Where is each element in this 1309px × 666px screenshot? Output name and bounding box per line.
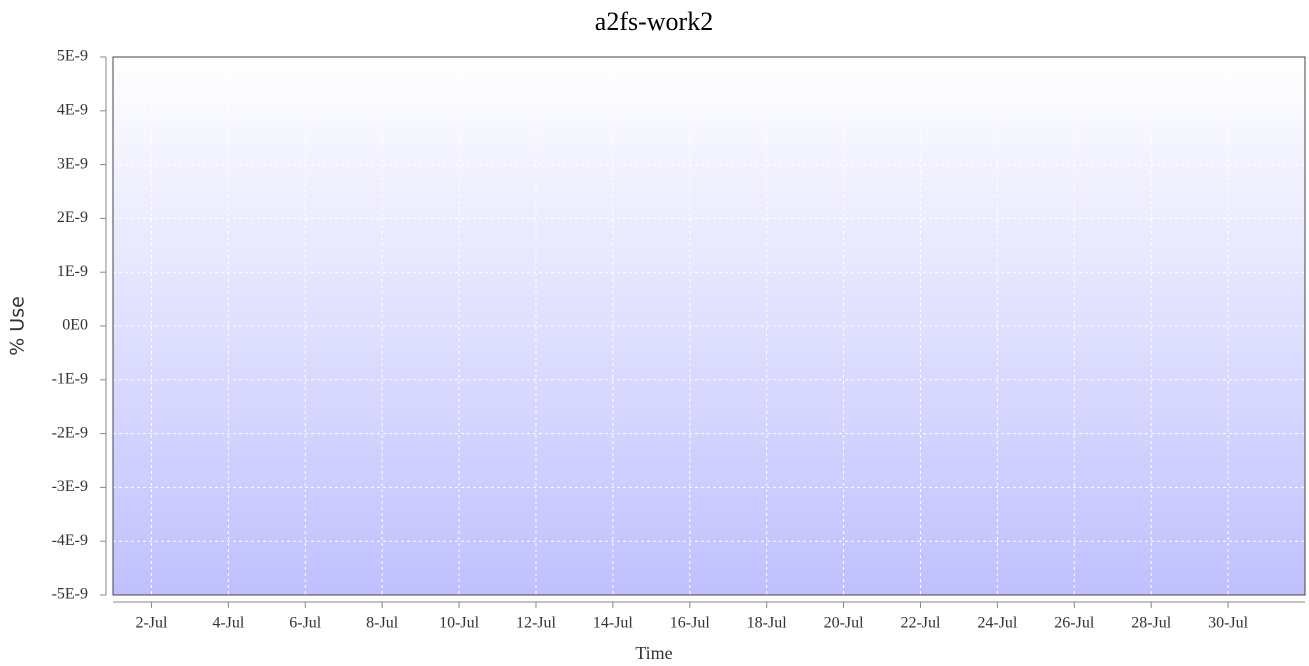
x-tick-label: 30-Jul [1208, 615, 1249, 632]
y-tick-label: 5E-9 [57, 48, 88, 65]
y-tick-label: 4E-9 [57, 101, 88, 118]
y-tick-label: 2E-9 [57, 209, 88, 226]
y-tick-label: 1E-9 [57, 263, 88, 280]
y-tick-label: -5E-9 [52, 586, 88, 603]
x-tick-label: 22-Jul [900, 615, 941, 632]
x-tick-label: 4-Jul [212, 615, 245, 632]
y-tick-label: -2E-9 [52, 424, 88, 441]
x-tick-label: 10-Jul [439, 615, 480, 632]
y-tick-label: -1E-9 [52, 370, 88, 387]
y-tick-label: 3E-9 [57, 155, 88, 172]
y-tick-label: -4E-9 [52, 532, 88, 549]
x-tick-label: 18-Jul [747, 615, 788, 632]
x-tick-label: 20-Jul [824, 615, 865, 632]
plot-border [112, 56, 1306, 596]
x-tick-label: 2-Jul [135, 615, 168, 632]
y-tick-label: -3E-9 [52, 478, 88, 495]
x-tick-label: 26-Jul [1054, 615, 1095, 632]
x-tick-label: 14-Jul [593, 615, 634, 632]
y-axis-label: % Use [7, 296, 29, 356]
x-tick-label: 16-Jul [670, 615, 711, 632]
x-tick-label: 6-Jul [289, 615, 322, 632]
x-axis-label: Time [635, 643, 672, 663]
chart-title: a2fs-work2 [595, 7, 713, 36]
x-tick-label: 24-Jul [977, 615, 1018, 632]
x-tick-label: 28-Jul [1131, 615, 1172, 632]
y-tick-label: 0E0 [62, 317, 88, 334]
x-tick-label: 8-Jul [366, 615, 399, 632]
x-tick-label: 12-Jul [516, 615, 557, 632]
